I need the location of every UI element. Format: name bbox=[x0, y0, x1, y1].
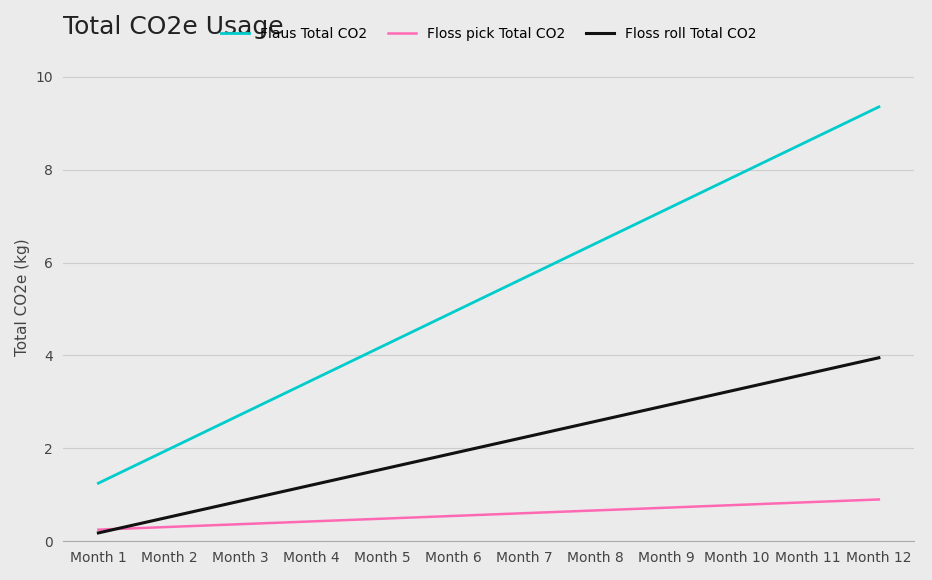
Flaus Total CO2 bbox=[235, 411, 246, 418]
Floss pick Total CO2 bbox=[447, 513, 459, 520]
Flaus Total CO2 bbox=[802, 137, 814, 144]
Flaus Total CO2 bbox=[447, 309, 459, 316]
Flaus Total CO2 bbox=[873, 103, 884, 110]
Floss roll Total CO2 bbox=[589, 418, 600, 425]
Floss pick Total CO2 bbox=[164, 523, 175, 530]
Line: Floss roll Total CO2: Floss roll Total CO2 bbox=[99, 358, 879, 533]
Floss pick Total CO2 bbox=[661, 504, 672, 511]
Floss pick Total CO2 bbox=[235, 521, 246, 528]
Legend: Flaus Total CO2, Floss pick Total CO2, Floss roll Total CO2: Flaus Total CO2, Floss pick Total CO2, F… bbox=[215, 21, 761, 46]
Floss roll Total CO2 bbox=[732, 386, 743, 393]
Floss pick Total CO2 bbox=[306, 518, 317, 525]
Line: Floss pick Total CO2: Floss pick Total CO2 bbox=[99, 499, 879, 530]
Line: Flaus Total CO2: Flaus Total CO2 bbox=[99, 107, 879, 483]
Floss roll Total CO2 bbox=[802, 370, 814, 377]
Floss pick Total CO2 bbox=[802, 499, 814, 506]
Flaus Total CO2 bbox=[306, 377, 317, 384]
Y-axis label: Total CO2e (kg): Total CO2e (kg) bbox=[15, 238, 30, 356]
Floss pick Total CO2 bbox=[518, 510, 529, 517]
Floss roll Total CO2 bbox=[447, 450, 459, 457]
Flaus Total CO2 bbox=[377, 343, 388, 350]
Floss roll Total CO2 bbox=[164, 513, 175, 520]
Floss roll Total CO2 bbox=[306, 481, 317, 488]
Floss roll Total CO2 bbox=[518, 434, 529, 441]
Flaus Total CO2 bbox=[732, 172, 743, 179]
Floss pick Total CO2 bbox=[93, 526, 104, 533]
Floss roll Total CO2 bbox=[661, 402, 672, 409]
Floss roll Total CO2 bbox=[377, 466, 388, 473]
Flaus Total CO2 bbox=[93, 480, 104, 487]
Floss roll Total CO2 bbox=[93, 530, 104, 536]
Floss roll Total CO2 bbox=[873, 354, 884, 361]
Floss pick Total CO2 bbox=[732, 502, 743, 509]
Flaus Total CO2 bbox=[164, 445, 175, 452]
Flaus Total CO2 bbox=[518, 274, 529, 281]
Floss pick Total CO2 bbox=[873, 496, 884, 503]
Floss roll Total CO2 bbox=[235, 498, 246, 505]
Text: Total CO2e Usage: Total CO2e Usage bbox=[62, 15, 283, 39]
Floss pick Total CO2 bbox=[377, 515, 388, 522]
Flaus Total CO2 bbox=[661, 206, 672, 213]
Flaus Total CO2 bbox=[589, 240, 600, 247]
Floss pick Total CO2 bbox=[589, 507, 600, 514]
